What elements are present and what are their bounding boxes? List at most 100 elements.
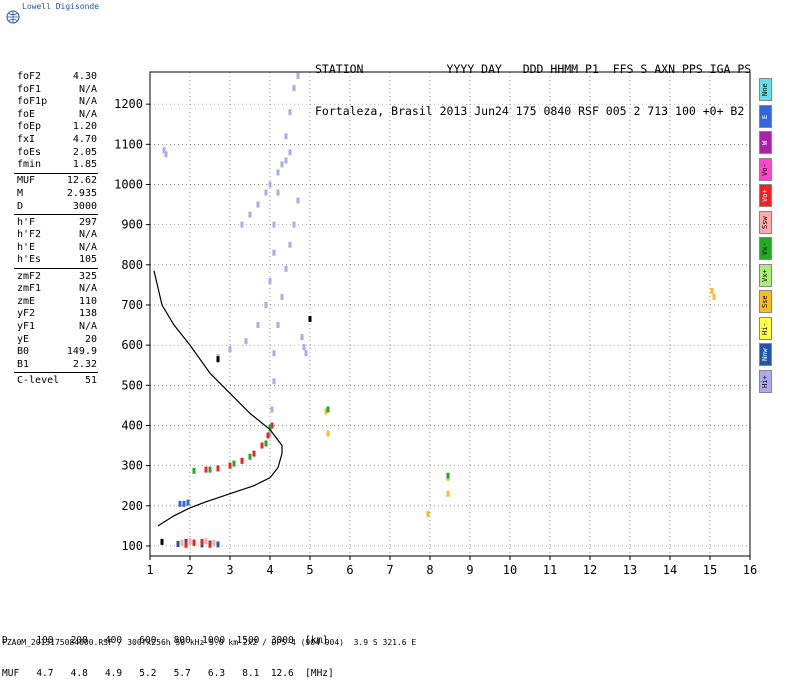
y-tick-label: 400 [121,418,143,432]
x-tick-label: 16 [743,563,757,577]
param-row-fmin: fmin 1.85 [17,159,97,171]
legend-item-nnw: Nnw [759,343,772,366]
echo-point [288,149,292,156]
x-tick-label: 14 [663,563,677,577]
echo-point [192,539,196,546]
param-row-fof2: foF2 4.30 [17,71,97,83]
echo-point [712,293,716,300]
echo-point [216,541,220,548]
param-value: 51 [84,374,97,386]
echo-point [446,490,450,497]
echo-point [244,338,248,345]
param-value: 297 [78,216,97,228]
echo-point [256,322,260,328]
param-row-clevel: C-level 51 [17,375,97,387]
legend-item-voplus: Vo+ [759,184,772,207]
muf-value-row: MUF 4.7 4.8 4.9 5.2 5.7 6.3 8.1 12.6 [MH… [2,668,334,679]
param-row-he: h'E N/A [17,242,97,254]
param-value: 138 [78,308,97,320]
param-row-ye: yE 20 [17,334,97,346]
echo-point [270,422,274,429]
echo-point [188,538,192,545]
param-value: N/A [78,96,97,108]
param-row-zme: zmE 110 [17,296,97,308]
param-label: foEs [17,146,42,158]
x-tick-label: 15 [703,563,717,577]
echo-point [162,147,166,154]
x-tick-label: 7 [386,563,393,577]
echo-point [280,293,284,300]
legend-item-e: E [759,104,772,128]
param-label: yE [17,333,30,345]
lowell-logo-icon [6,9,20,28]
param-row-fxi: fxI 4.70 [17,134,97,146]
param-row-foep: foEp 1.20 [17,121,97,133]
echo-point [228,346,232,353]
param-value: 20 [84,333,97,345]
param-label: zmF1 [17,283,42,295]
echo-point [268,424,272,431]
echo-point [300,334,304,341]
param-value: 1.85 [72,159,97,171]
param-row-hf2: h'F2 N/A [17,229,97,241]
param-row-yf1: yF1 N/A [17,321,97,333]
param-value: N/A [78,283,97,295]
y-tick-label: 1000 [114,177,143,191]
param-label: fxI [17,134,36,145]
echo-point [264,302,268,308]
y-tick-label: 1100 [114,137,143,151]
echo-point [268,430,272,437]
param-row-muf: MUF 12.62 [17,175,97,187]
echo-point [308,316,312,322]
echo-point [268,181,272,188]
param-label: foE [17,108,36,120]
echo-point [208,466,212,473]
echo-point [324,408,328,415]
echo-point [270,406,274,413]
echo-point [268,277,272,284]
echo-point [284,133,288,140]
param-value: 149.9 [66,346,97,358]
echo-point [292,221,296,228]
brand-label: Lowell Digisonde [22,2,100,11]
echo-point [208,541,212,548]
x-tick-labels: 1 2 3 4 5 6 7 8 9 10 11 12 13 14 15 16 [146,556,757,577]
param-value: N/A [78,241,97,253]
echo-point [264,189,268,196]
ionogram-chart: 1 2 3 4 5 6 7 8 9 10 11 12 13 14 15 16 1002003004005006… [114,71,757,577]
echo-point [292,85,296,92]
param-value: 105 [78,254,97,266]
echo-point [204,466,208,473]
param-separator [14,372,98,374]
param-value: N/A [78,83,97,95]
echo-traces [160,73,716,548]
echo-point [252,450,256,457]
echo-point [272,249,276,256]
echo-point [426,510,430,517]
echo-point [280,161,284,168]
param-label: fmin [17,159,42,171]
y-tick-label: 1200 [114,97,143,111]
param-label: zmE [17,295,36,307]
echo-point [160,538,164,545]
x-tick-label: 2 [186,563,193,577]
echo-point [260,442,264,449]
echo-point [304,350,308,357]
x-tick-label: 10 [503,563,517,577]
param-value: 4.30 [72,71,97,82]
x-tick-label: 1 [146,563,153,577]
param-label: h'E [17,241,36,253]
legend-item-w: W [759,131,772,154]
param-row-d: D 3000 [17,201,97,213]
y-tick-label: 100 [121,539,143,553]
legend-item-nne: Nne [759,78,772,101]
echo-point [204,538,208,545]
param-value: 12.62 [66,175,97,187]
legend-item-sse: Sse [759,290,772,313]
param-label: yF1 [17,320,36,332]
legend-item-ssw: Ssw [759,210,772,234]
echo-point [296,73,300,79]
param-label: h'F [17,216,36,228]
x-tick-label: 3 [226,563,233,577]
echo-point [216,465,220,472]
